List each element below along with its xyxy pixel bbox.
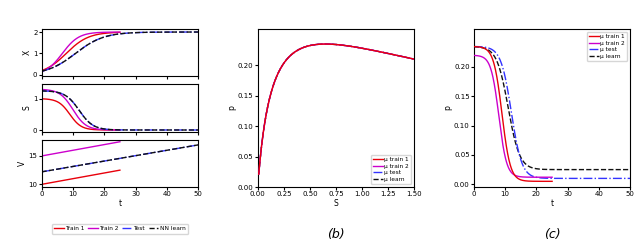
Line: μ train 1: μ train 1: [259, 44, 414, 174]
μ learn: [255, 173, 262, 175]
μ learn: [326, 43, 333, 46]
μ train 2: [295, 48, 303, 51]
μ learn: [410, 58, 418, 60]
Legend: μ train 1, μ train 2, μ test, μ learn: μ train 1, μ train 2, μ test, μ learn: [587, 32, 627, 61]
μ test: [255, 173, 262, 175]
μ learn: [372, 49, 380, 52]
Text: (b): (b): [327, 228, 345, 240]
Line: μ test: μ test: [259, 44, 414, 174]
μ test: [322, 42, 330, 45]
μ train 1: [326, 43, 333, 46]
Y-axis label: p: p: [227, 106, 236, 110]
Line: μ train 2: μ train 2: [259, 44, 414, 174]
μ train 1: [322, 42, 330, 45]
μ test: [359, 47, 367, 50]
μ train 1: [282, 59, 290, 61]
X-axis label: t: t: [118, 199, 122, 208]
μ train 1: [359, 47, 367, 50]
μ test: [410, 58, 418, 60]
μ train 2: [255, 173, 262, 175]
Legend: Train 1, Train 2, Test, NN learn: Train 1, Train 2, Test, NN learn: [52, 224, 188, 234]
μ train 2: [326, 43, 333, 46]
μ learn: [282, 59, 290, 61]
μ train 2: [359, 47, 367, 50]
Y-axis label: V: V: [18, 161, 27, 166]
μ test: [326, 43, 333, 46]
μ train 2: [322, 42, 330, 45]
μ train 1: [295, 48, 303, 51]
Text: (c): (c): [544, 228, 561, 240]
Line: μ learn: μ learn: [259, 44, 414, 174]
μ train 1: [410, 58, 418, 60]
μ train 2: [282, 59, 290, 61]
Legend: μ train 1, μ train 2, μ test, μ learn: μ train 1, μ train 2, μ test, μ learn: [371, 155, 412, 184]
X-axis label: S: S: [333, 199, 339, 208]
Y-axis label: X: X: [22, 50, 31, 55]
Y-axis label: S: S: [22, 106, 31, 110]
μ learn: [347, 45, 355, 48]
μ test: [282, 59, 290, 61]
μ test: [295, 48, 303, 51]
Y-axis label: p: p: [444, 106, 452, 110]
μ test: [372, 49, 380, 52]
μ train 1: [255, 173, 262, 175]
μ train 1: [372, 49, 380, 52]
μ learn: [359, 47, 367, 50]
X-axis label: t: t: [550, 199, 554, 208]
μ test: [347, 45, 355, 48]
μ train 2: [410, 58, 418, 60]
μ train 2: [372, 49, 380, 52]
μ learn: [322, 42, 330, 45]
μ train 2: [347, 45, 355, 48]
μ learn: [295, 48, 303, 51]
μ train 1: [347, 45, 355, 48]
